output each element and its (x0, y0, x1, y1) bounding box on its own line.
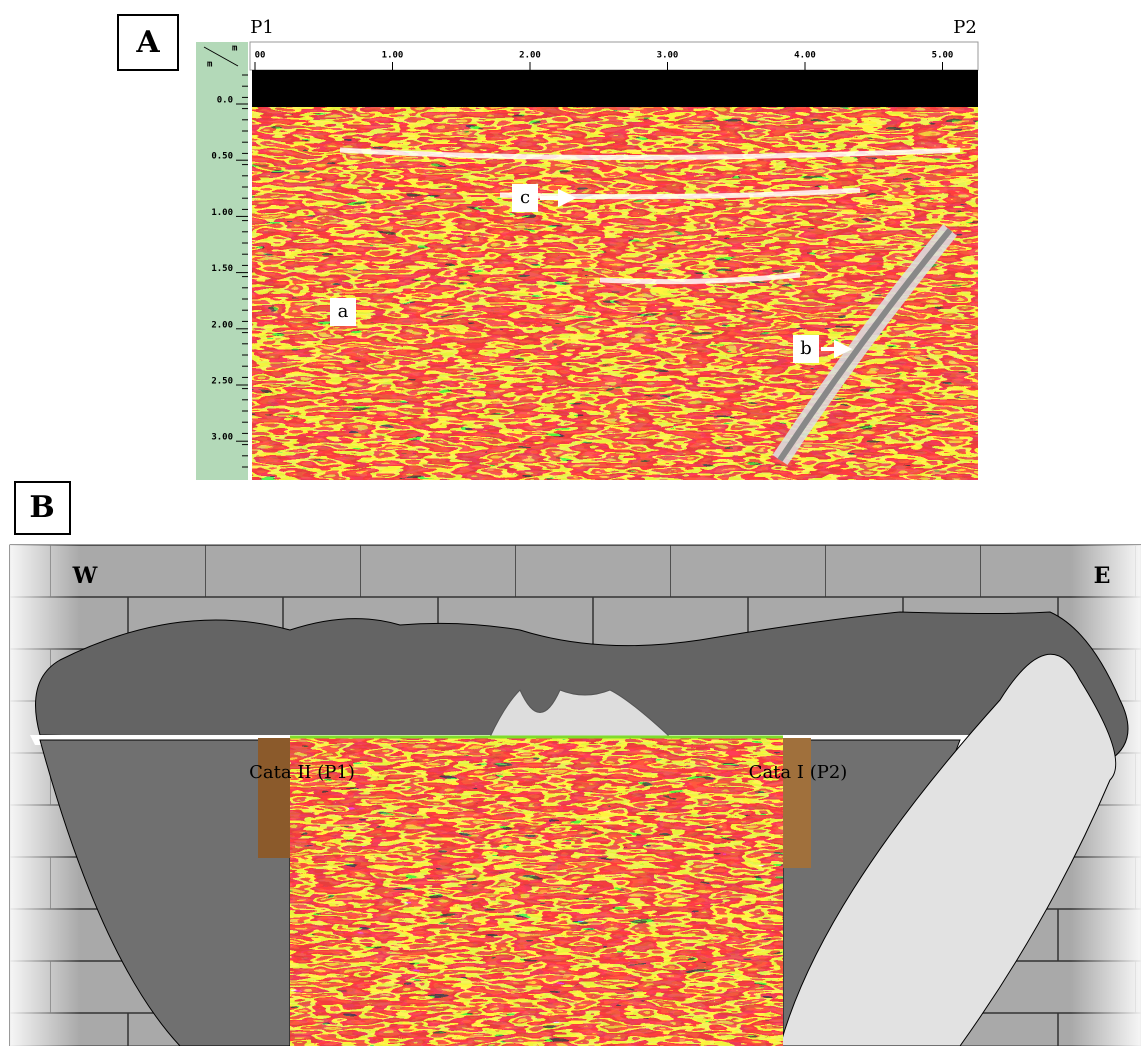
y-tick-label: 0.50 (211, 152, 233, 162)
x-unit: m (232, 44, 238, 54)
y-tick-label: 0.0 (217, 96, 233, 106)
y-tick-label: 1.50 (211, 264, 233, 274)
figure-canvas: A P1 P2 m m 00 1.00 2.00 3.00 4.00 5.00 0.0 0.5… (0, 0, 1141, 1046)
profile-start: P1 (250, 17, 274, 38)
depth-scale (196, 42, 248, 480)
x-tick-label: 2.00 (519, 51, 541, 61)
annotation: a (338, 301, 349, 322)
y-tick-label: 2.00 (211, 320, 233, 330)
site-label: Cata I (P2) (749, 762, 848, 783)
panel-label: A (135, 25, 160, 60)
annotation: c (520, 187, 530, 208)
x-tick-label: 4.00 (794, 51, 816, 61)
figure: A P1 P2 m m 00 1.00 2.00 3.00 4.00 5.00 0.0 0.5… (0, 0, 1141, 1046)
profile-end: P2 (953, 17, 977, 38)
distance-scale (250, 42, 978, 70)
x-tick-label: 1.00 (382, 51, 404, 61)
y-tick-label: 3.00 (211, 433, 233, 443)
radargram-overlay (290, 736, 783, 1046)
radargram (252, 70, 978, 480)
orientation: E (1094, 563, 1111, 589)
panel-label: B (29, 490, 54, 525)
x-tick-label: 3.00 (657, 51, 679, 61)
stratigraphy (258, 738, 290, 858)
x-tick-label: 5.00 (932, 51, 954, 61)
y-tick-label: 2.50 (211, 377, 233, 387)
air-band (252, 70, 978, 107)
stratigraphy (783, 738, 811, 868)
y-unit: m (207, 60, 213, 70)
orientation: W (72, 563, 98, 589)
annotation: b (800, 338, 812, 359)
y-tick-label: 1.00 (211, 208, 233, 218)
site-label: Cata II (P1) (249, 762, 355, 783)
x-tick-label: 00 (255, 51, 266, 61)
